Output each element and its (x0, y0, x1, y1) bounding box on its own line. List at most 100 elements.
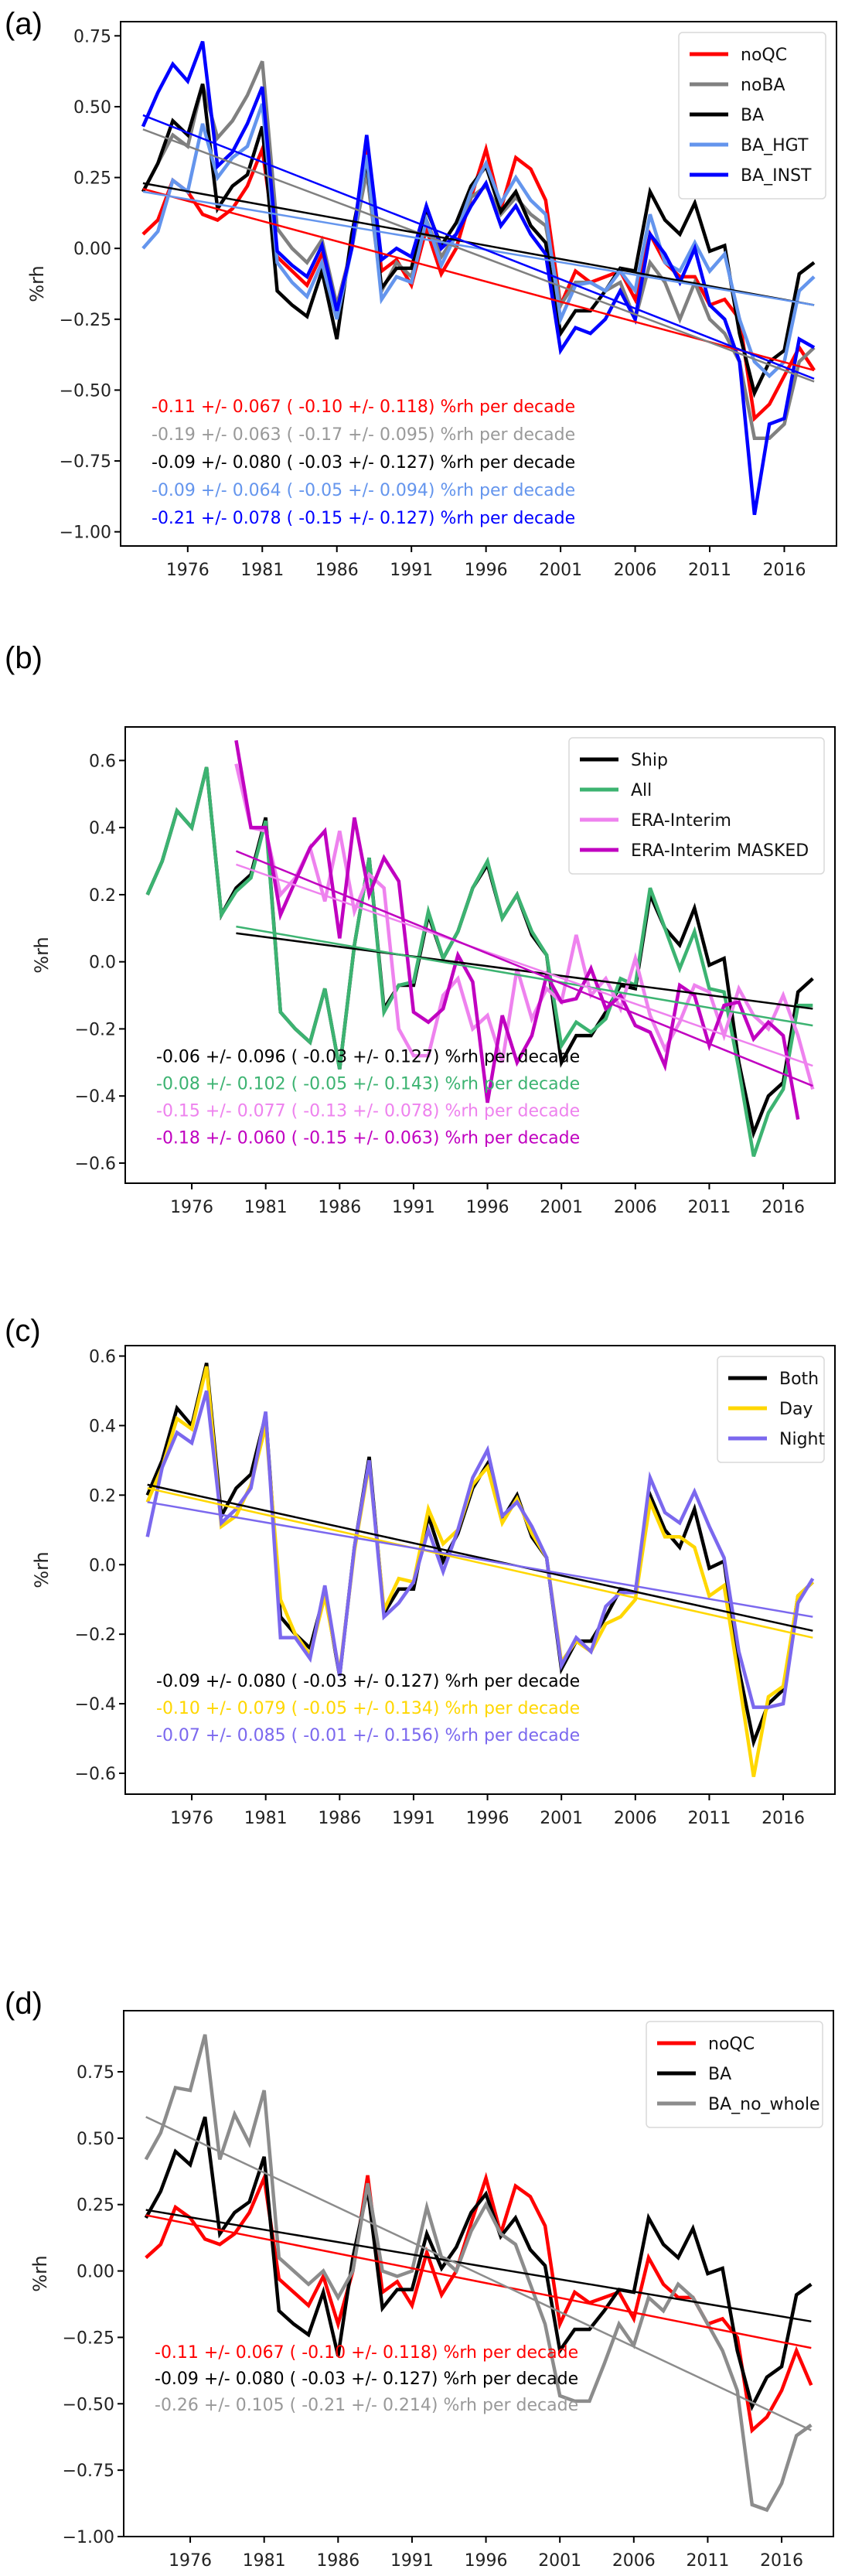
x-tick-label: 1986 (316, 2551, 359, 2571)
series-line-ba-inst (141, 40, 816, 516)
y-tick-label: 0.75 (73, 27, 111, 46)
trend-line-both (147, 1483, 813, 1632)
y-tick-label: −0.4 (75, 1087, 116, 1107)
trend-annotation: -0.09 +/- 0.080 ( -0.03 +/- 0.127) %rh p… (156, 1672, 580, 1691)
y-tick-label: 0.25 (73, 169, 111, 189)
y-tick-label: 0.0 (89, 954, 116, 973)
trend-annotation: -0.26 +/- 0.105 ( -0.21 +/- 0.214) %rh p… (155, 2396, 578, 2415)
legend (646, 2021, 823, 2128)
trend-line-noba (142, 128, 815, 383)
trend-line-era-interim-masked (235, 850, 813, 1087)
legend-label: Night (779, 1430, 825, 1449)
y-tick-label: −0.75 (63, 2462, 114, 2481)
trend-annotation: -0.19 +/- 0.063 ( -0.17 +/- 0.095) %rh p… (152, 425, 575, 445)
trend-line-all (236, 925, 813, 1027)
plot-frame (120, 21, 837, 547)
y-tick-label: 0.50 (77, 2130, 114, 2149)
series-line-ba (144, 2116, 813, 2412)
panel-label: (d) (5, 1987, 43, 2021)
y-tick-label: 0.75 (77, 2063, 114, 2083)
x-tick-label: 1981 (240, 561, 284, 580)
trend-annotation: -0.08 +/- 0.102 ( -0.05 +/- 0.143) %rh p… (156, 1075, 580, 1094)
y-tick-label: −0.6 (75, 1155, 116, 1174)
x-tick-label: 1981 (243, 2551, 286, 2571)
trend-line-ba-hgt (142, 190, 815, 306)
x-tick-label: 1986 (318, 1809, 361, 1828)
x-tick-label: 2016 (762, 561, 806, 580)
series-line-all (145, 766, 813, 1158)
y-tick-label: −1.00 (63, 2528, 114, 2547)
x-tick-label: 1991 (392, 1809, 435, 1828)
y-tick-label: 0.50 (73, 98, 111, 118)
y-tick-label: −0.6 (75, 1765, 116, 1784)
trend-annotation: -0.09 +/- 0.080 ( -0.03 +/- 0.127) %rh p… (152, 453, 575, 473)
series-line-ba-hgt (141, 103, 816, 379)
y-tick-label: 0.6 (89, 1347, 116, 1366)
plot-area (144, 2034, 813, 2513)
series-line-noqc (145, 2172, 813, 2434)
panel-label: (c) (5, 1314, 41, 1348)
x-tick-label: 1976 (166, 561, 210, 580)
plot-frame (123, 2010, 834, 2537)
y-tick-label: −0.25 (63, 2329, 114, 2348)
legend-label: ERA-Interim (631, 811, 731, 831)
y-tick-label: 0.4 (89, 1417, 116, 1436)
plot-area (145, 739, 815, 1158)
trend-annotation: -0.15 +/- 0.077 ( -0.13 +/- 0.078) %rh p… (156, 1102, 580, 1121)
legend-label: ERA-Interim MASKED (631, 841, 809, 861)
trend-annotation: -0.09 +/- 0.064 ( -0.05 +/- 0.094) %rh p… (152, 481, 575, 500)
x-tick-label: 1976 (170, 1809, 213, 1828)
x-tick-label: 2006 (614, 1809, 657, 1828)
trend-line-ship (236, 932, 813, 1010)
trend-annotation: -0.09 +/- 0.080 ( -0.03 +/- 0.127) %rh p… (155, 2370, 578, 2389)
x-tick-label: 2011 (687, 1198, 731, 1217)
legend-label: BA (708, 2065, 731, 2084)
plot-frame (124, 1345, 836, 1795)
legend-label: BA_HGT (741, 136, 809, 155)
y-tick-label: −0.4 (75, 1695, 116, 1714)
panel-label: (b) (5, 641, 43, 675)
x-tick-label: 1991 (390, 561, 433, 580)
trend-annotation: -0.11 +/- 0.067 ( -0.10 +/- 0.118) %rh p… (152, 397, 575, 417)
series-line-ba-no-whole (144, 2034, 813, 2513)
y-axis-label: %rh (31, 1551, 53, 1588)
legend-label: BA_no_whole (708, 2095, 820, 2114)
legend-label: Both (779, 1370, 819, 1389)
trend-line-ba (142, 182, 815, 306)
y-tick-label: −0.2 (75, 1626, 116, 1645)
y-tick-label: −0.75 (60, 452, 111, 472)
legend-label: BA (741, 106, 764, 125)
x-tick-label: 1981 (244, 1809, 288, 1828)
x-tick-label: 2001 (540, 1809, 583, 1828)
x-tick-label: 1991 (390, 2551, 434, 2571)
legend-label: Ship (631, 751, 668, 770)
x-tick-label: 2006 (614, 561, 657, 580)
trend-line-ba-inst (142, 114, 815, 380)
x-tick-label: 1976 (170, 1198, 213, 1217)
y-axis-label: %rh (26, 265, 48, 302)
y-tick-label: −0.2 (75, 1020, 116, 1039)
y-tick-label: 0.00 (77, 2263, 114, 2282)
trend-line-night (147, 1501, 813, 1618)
legend-label: noBA (741, 76, 785, 95)
trend-annotation: -0.11 +/- 0.067 ( -0.10 +/- 0.118) %rh p… (155, 2343, 578, 2363)
legend (678, 32, 826, 200)
x-tick-label: 2016 (762, 1809, 805, 1828)
x-tick-label: 1981 (244, 1198, 288, 1217)
trend-line-ba (145, 2209, 812, 2323)
trend-annotation: -0.18 +/- 0.060 ( -0.15 +/- 0.063) %rh p… (156, 1129, 580, 1148)
y-tick-label: −0.50 (63, 2395, 114, 2414)
x-tick-label: 1996 (466, 1809, 509, 1828)
legend-label: noQC (741, 46, 787, 65)
x-tick-label: 2001 (540, 1198, 583, 1217)
legend-label: noQC (708, 2035, 755, 2054)
y-axis-label: %rh (29, 2255, 51, 2291)
trend-line-noqc (145, 2214, 812, 2349)
y-tick-label: 0.4 (89, 819, 116, 838)
x-tick-label: 2011 (687, 1809, 731, 1828)
plot-area (141, 40, 816, 516)
x-tick-label: 1986 (318, 1198, 361, 1217)
y-tick-label: 0.2 (89, 886, 116, 906)
